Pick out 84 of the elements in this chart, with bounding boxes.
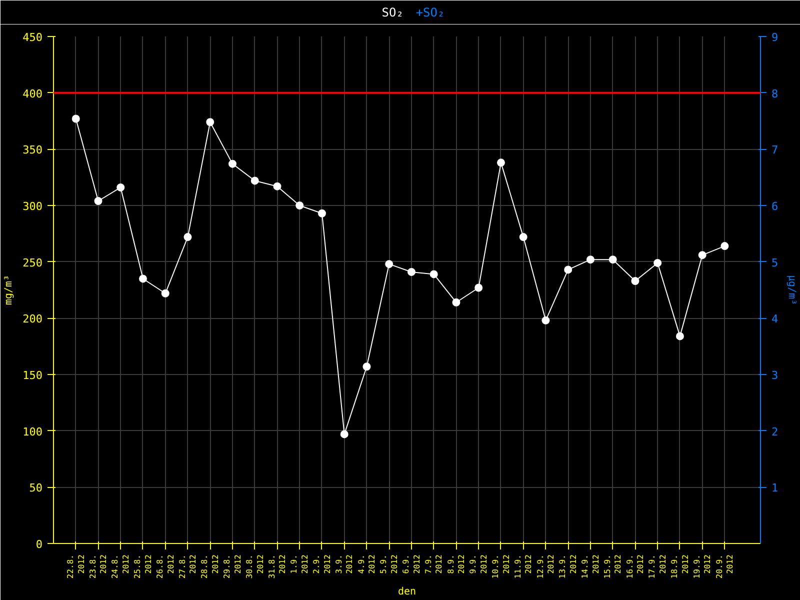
x-tick-label: 24.8. 2012 — [110, 554, 131, 579]
x-tick-label: 12.9. 2012 — [536, 554, 556, 579]
y-axis-title: mg/m³ — [4, 274, 15, 306]
x-tick-label: 16.9. 2012 — [625, 554, 646, 579]
x-tick-label: 4.9. 2012 — [356, 554, 377, 574]
y-tick-label: 0 — [36, 538, 42, 551]
x-tick-label: 5.9. 2012 — [379, 554, 399, 574]
x-tick-label: 9.9. 2012 — [468, 554, 488, 574]
point — [184, 233, 192, 242]
y-tick-label: 300 — [22, 200, 43, 213]
x-tick-label: 1.9. 2012 — [290, 554, 310, 574]
point — [519, 233, 528, 242]
y-tick-label: 400 — [22, 87, 43, 100]
text: +SO₂ — [416, 6, 445, 20]
point — [698, 251, 706, 260]
point — [206, 118, 214, 126]
point — [676, 332, 684, 340]
x-tick-label: 2.9. 2012 — [312, 554, 332, 574]
y-tick-label: 150 — [22, 369, 43, 382]
point — [273, 182, 282, 190]
point — [385, 260, 394, 268]
x-tick-label: 7.9. 2012 — [424, 554, 444, 574]
x-tick-label: 8.9. 2012 — [446, 554, 466, 574]
point — [430, 270, 438, 278]
y2-tick-label: 7 — [772, 144, 778, 157]
x-tick-label: 31.8. 2012 — [267, 554, 288, 579]
x-tick-label: 14.9. 2012 — [580, 554, 600, 579]
x-tick-label: 18.9. 2012 — [670, 554, 690, 579]
x-tick-label: 23.8. 2012 — [88, 554, 108, 579]
x-tick-label: 15.9. 2012 — [602, 554, 623, 579]
point — [720, 242, 729, 250]
x-tick-label: 28.8. 2012 — [200, 554, 220, 579]
x-tick-label: 29.8. 2012 — [222, 554, 242, 579]
point — [228, 160, 236, 168]
y2-axis-title: µg/m³ — [786, 274, 798, 306]
point — [586, 256, 594, 264]
y2-tick-label: 6 — [772, 200, 778, 213]
x-tick-label: 22.8. 2012 — [66, 554, 86, 579]
point — [542, 316, 550, 324]
point — [474, 284, 483, 292]
y-tick-label: 450 — [22, 31, 43, 44]
point — [452, 298, 460, 306]
point — [250, 176, 259, 185]
point — [138, 274, 147, 283]
point — [340, 430, 348, 438]
y2-tick-label: 3 — [772, 369, 778, 382]
y2-tick-label: 1 — [772, 482, 778, 495]
x-tick-label: 26.8. 2012 — [155, 554, 176, 579]
x-tick-label: 17.9. 2012 — [648, 554, 668, 579]
chart-title: SO₂ — [382, 6, 404, 20]
x-tick-label: 10.9. 2012 — [491, 554, 511, 579]
x-tick-label: 6.9. 2012 — [402, 554, 422, 574]
x-tick-label: 3.9. 2012 — [334, 554, 354, 574]
x-tick-label: 27.8. 2012 — [178, 554, 198, 579]
y2-tick-label: 4 — [772, 312, 778, 326]
point — [362, 362, 371, 371]
y-tick-label: 350 — [22, 144, 43, 157]
point — [407, 268, 416, 276]
point — [654, 258, 662, 267]
y-tick-label: 250 — [22, 256, 43, 270]
y2-tick-label: 9 — [772, 31, 778, 44]
point — [564, 266, 572, 274]
x-tick-label: 19.9. 2012 — [692, 554, 712, 579]
point — [318, 209, 326, 218]
x-tick-label: 13.9. 2012 — [558, 554, 578, 579]
point — [496, 158, 505, 167]
point — [161, 289, 170, 298]
x-axis-title: den — [398, 586, 416, 598]
y2-tick-label: 2 — [772, 425, 778, 438]
x-tick-label: 30.8. 2012 — [244, 554, 265, 579]
point — [631, 276, 640, 285]
y-tick-label: 100 — [22, 425, 43, 438]
point — [116, 183, 125, 192]
y2-tick-label: 5 — [772, 256, 778, 270]
x-tick-label: 11.9. 2012 — [513, 554, 534, 579]
x-tick-label: 20.9. 2012 — [714, 554, 735, 579]
x-tick-label: 25.8. 2012 — [133, 554, 153, 579]
point — [94, 197, 102, 205]
point — [72, 114, 80, 123]
y-tick-label: 200 — [22, 312, 43, 326]
point — [296, 202, 304, 210]
point — [608, 256, 617, 264]
y-tick-label: 50 — [29, 482, 43, 495]
y2-tick-label: 8 — [772, 87, 778, 100]
